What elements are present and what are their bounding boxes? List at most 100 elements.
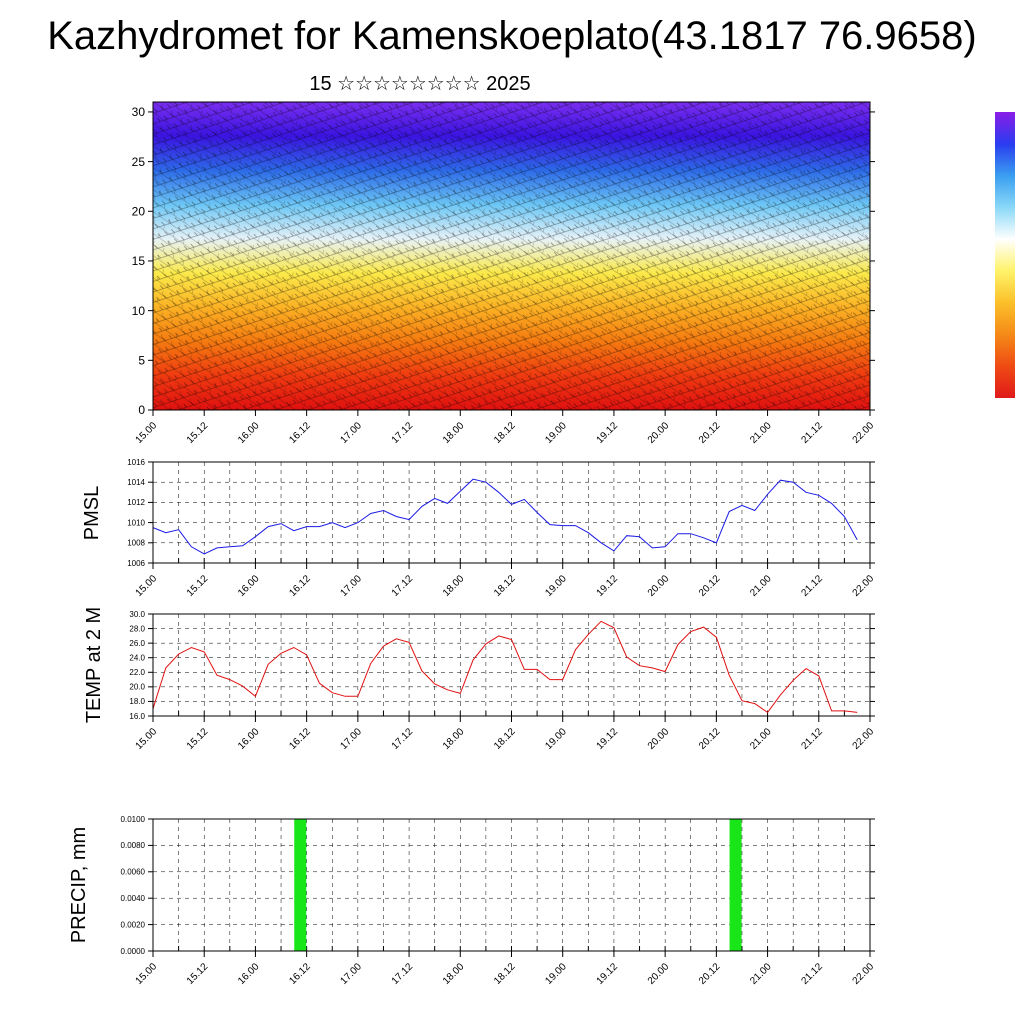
precip-bars <box>294 819 742 951</box>
precip-x-ticks: 15.00 15.12 16.00 16.12 17.00 17.12 18.00 18.12… <box>134 951 876 987</box>
y-tick-label: 1010 <box>127 518 145 527</box>
y-tick-label: 1006 <box>127 559 145 568</box>
cross-section-x-ticks: 15.00 15.12 16.00 16.12 17.00 17.12 18.00 18.12… <box>134 410 877 446</box>
x-tick-label: 17.00 <box>339 961 365 987</box>
wind-barbs-overlay-secondary <box>153 102 870 410</box>
precip-bar <box>294 819 307 951</box>
x-tick-label: 20.12 <box>697 573 723 599</box>
y-tick-label: 20 <box>132 204 146 218</box>
x-tick-label: 20.12 <box>697 726 723 752</box>
y-tick-label: 18.0 <box>129 697 145 706</box>
x-tick-label: 17.00 <box>339 573 365 599</box>
x-tick-label: 17.12 <box>390 726 416 752</box>
x-tick-label: 19.12 <box>595 726 621 752</box>
temp-axis-label: TEMP at 2 M <box>83 607 105 723</box>
x-tick-label: 18.00 <box>441 420 467 446</box>
x-tick-label: 15.12 <box>185 961 211 987</box>
temp-panel: 16.018.020.022.024.026.028.030.0 15.00 15… <box>83 607 876 752</box>
x-tick-label: 21.00 <box>748 420 774 446</box>
y-tick-label: 1012 <box>127 498 145 507</box>
temp-series-line <box>152 620 858 714</box>
y-tick-label: 0.0080 <box>121 841 146 850</box>
temp-x-ticks: 15.00 15.12 16.00 16.12 17.00 17.12 18.00 18.12… <box>134 716 877 752</box>
x-tick-label: 22.00 <box>851 726 877 752</box>
x-tick-label: 18.00 <box>441 573 467 599</box>
cross-section-y-ticks: 0 5 10 15 20 25 30 <box>132 105 875 417</box>
y-tick-label: 0.0020 <box>121 920 146 929</box>
x-tick-label: 16.00 <box>236 726 262 752</box>
y-tick-label: 1016 <box>127 458 145 467</box>
y-tick-label: 16.0 <box>129 712 145 721</box>
x-tick-label: 17.12 <box>390 420 416 446</box>
y-tick-label: 24.0 <box>129 654 145 663</box>
x-tick-label: 19.12 <box>595 573 621 599</box>
x-tick-label: 21.12 <box>799 573 825 599</box>
x-tick-label: 17.00 <box>339 420 365 446</box>
x-tick-label: 21.00 <box>748 961 774 987</box>
y-tick-label: 20.0 <box>129 683 145 692</box>
x-tick-label: 17.12 <box>390 961 416 987</box>
x-tick-label: 17.00 <box>339 726 365 752</box>
x-tick-label: 18.12 <box>492 573 518 599</box>
x-tick-label: 20.12 <box>697 961 723 987</box>
y-tick-label: 0.0000 <box>121 947 146 956</box>
pmsl-y-ticks: 1006 1008 1010 1012 1014 1016 <box>127 458 875 568</box>
x-tick-label: 16.00 <box>236 573 262 599</box>
cross-section-panel: 0 5 10 15 20 25 30 15.00 15.12 16.00 16.12 17.00 17… <box>132 101 877 446</box>
y-tick-label: 1014 <box>127 478 145 487</box>
precip-grid <box>152 818 871 952</box>
y-tick-label: 5 <box>138 354 145 368</box>
x-tick-label: 16.12 <box>287 961 313 987</box>
x-tick-label: 21.12 <box>799 961 825 987</box>
precip-bar <box>729 819 742 951</box>
temp-grid <box>152 613 871 717</box>
x-tick-label: 20.00 <box>646 726 672 752</box>
y-tick-label: 0.0060 <box>121 868 146 877</box>
x-tick-label: 21.12 <box>799 726 825 752</box>
x-tick-label: 15.12 <box>185 573 211 599</box>
x-tick-label: 16.00 <box>236 961 262 987</box>
x-tick-label: 18.00 <box>441 961 467 987</box>
y-tick-label: 26.0 <box>129 639 145 648</box>
y-tick-label: 15 <box>132 254 146 268</box>
x-tick-label: 15.12 <box>185 726 211 752</box>
x-tick-label: 20.12 <box>697 420 723 446</box>
y-tick-label: 10 <box>132 304 146 318</box>
x-tick-label: 16.12 <box>287 420 313 446</box>
x-tick-label: 19.00 <box>543 573 569 599</box>
pmsl-panel: 1006 1008 1010 1012 1014 1016 15.00 15.12 16.00… <box>81 458 876 599</box>
x-tick-label: 16.12 <box>287 726 313 752</box>
x-tick-label: 18.00 <box>441 726 467 752</box>
x-tick-label: 15.00 <box>134 726 160 752</box>
pmsl-x-ticks: 15.00 15.12 16.00 16.12 17.00 17.12 18.00 18.12… <box>134 563 877 599</box>
pmsl-series-line <box>152 478 858 555</box>
x-tick-label: 18.12 <box>492 420 518 446</box>
x-tick-label: 15.00 <box>134 420 160 446</box>
y-tick-label: 30 <box>132 105 146 119</box>
temp-y-ticks: 16.0 18.0 20.0 22.0 24.0 26.0 28.0 30.0 <box>129 610 875 721</box>
y-tick-label: 0.0040 <box>121 894 146 903</box>
x-tick-label: 20.00 <box>646 420 672 446</box>
x-tick-label: 15.00 <box>134 573 160 599</box>
x-tick-label: 22.00 <box>851 573 877 599</box>
x-tick-label: 17.12 <box>390 573 416 599</box>
x-tick-label: 15.00 <box>134 961 160 987</box>
y-tick-label: 22.0 <box>129 668 145 677</box>
x-tick-label: 20.00 <box>646 961 672 987</box>
precip-y-ticks: 0.0000 0.0020 0.0040 0.0060 0.0080 0.0100 <box>121 815 875 956</box>
x-tick-label: 19.00 <box>543 961 569 987</box>
x-tick-label: 21.00 <box>748 726 774 752</box>
page-title: Kazhydromet for Kamenskoeplato(43.1817 7… <box>47 14 977 58</box>
precip-axis-label: PRECIP, mm <box>68 827 90 943</box>
x-tick-label: 21.00 <box>748 573 774 599</box>
x-tick-label: 16.00 <box>236 420 262 446</box>
y-tick-label: 1008 <box>127 539 145 548</box>
y-tick-label: 0 <box>138 403 145 417</box>
x-tick-label: 19.00 <box>543 420 569 446</box>
colorbar <box>995 112 1015 398</box>
page-subtitle: 15 ☆☆☆☆☆☆☆☆ 2025 <box>309 73 531 95</box>
x-tick-label: 18.12 <box>492 726 518 752</box>
x-tick-label: 22.00 <box>851 420 877 446</box>
x-tick-label: 18.12 <box>492 961 518 987</box>
